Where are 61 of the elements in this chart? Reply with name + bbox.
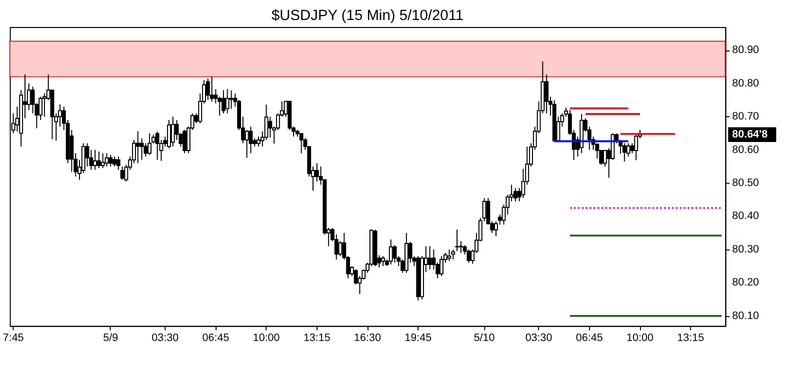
candlestick xyxy=(144,142,148,158)
candlestick xyxy=(42,92,46,118)
candlestick xyxy=(544,74,549,114)
x-tick-label: 19:45 xyxy=(404,332,432,344)
x-tick-label: 10:00 xyxy=(252,332,280,344)
candlestick xyxy=(229,90,234,110)
x-tick-label: 06:45 xyxy=(576,332,603,344)
y-tick-label: 80.90 xyxy=(732,44,760,56)
candlestick xyxy=(85,142,90,167)
candlestick xyxy=(244,129,249,158)
candlestick xyxy=(428,246,432,270)
candlestick xyxy=(96,151,101,169)
candlestick xyxy=(210,76,214,102)
x-tick-label: 03:30 xyxy=(525,332,552,344)
x-tick-label: 10:00 xyxy=(626,332,654,344)
y-tick-label: 80.60 xyxy=(732,144,760,156)
candlestick xyxy=(108,154,113,167)
candlestick xyxy=(112,156,116,167)
y-tick-label: 80.30 xyxy=(732,243,760,256)
candlestick xyxy=(100,152,105,169)
x-tick-label: 16:30 xyxy=(354,332,381,344)
candlestick xyxy=(136,130,140,164)
x-tick-label: 5/10 xyxy=(474,332,495,344)
y-tick-label: 80.10 xyxy=(732,310,760,322)
candlestick xyxy=(381,256,386,267)
candlestick xyxy=(155,131,160,160)
candlestick xyxy=(634,134,638,161)
chart-title: $USDJPY (15 Min) 5/10/2011 xyxy=(271,8,464,24)
y-tick-label: 80.40 xyxy=(732,210,760,222)
candlestick xyxy=(440,256,444,277)
candlestick xyxy=(626,142,630,158)
candlestick xyxy=(622,142,626,162)
y-tick-label: 80.50 xyxy=(732,177,760,190)
x-tick-label: 7:45 xyxy=(2,332,24,344)
x-tick-label: 06:45 xyxy=(202,332,230,344)
x-tick-label: 5/9 xyxy=(103,332,118,344)
y-tick-label: 80.20 xyxy=(732,276,760,289)
candlestick xyxy=(120,166,124,180)
y-tick-label: 80.80 xyxy=(732,77,760,90)
text: 80.64'8 xyxy=(732,128,768,141)
candlestick xyxy=(93,149,98,170)
candlestick xyxy=(206,78,210,101)
candlestick xyxy=(447,249,452,262)
candlestick xyxy=(451,249,456,260)
candlestick xyxy=(455,229,460,252)
candlestick xyxy=(116,156,120,170)
x-tick-label: 03:30 xyxy=(152,332,179,344)
candlestick xyxy=(388,239,393,265)
candlestick xyxy=(513,188,518,202)
x-tick-label: 13:15 xyxy=(303,332,330,344)
candlestick xyxy=(299,132,304,154)
x-tick-label: 13:15 xyxy=(677,332,704,344)
candlestick xyxy=(182,129,187,154)
candlestick xyxy=(222,90,226,114)
candlestick xyxy=(170,116,175,148)
candlestick xyxy=(314,162,319,182)
candlestick xyxy=(225,88,230,114)
candlestick xyxy=(167,120,171,149)
candlestick xyxy=(148,132,152,156)
y-tick-label: 80.70 xyxy=(732,110,760,123)
candlestick xyxy=(466,249,471,264)
